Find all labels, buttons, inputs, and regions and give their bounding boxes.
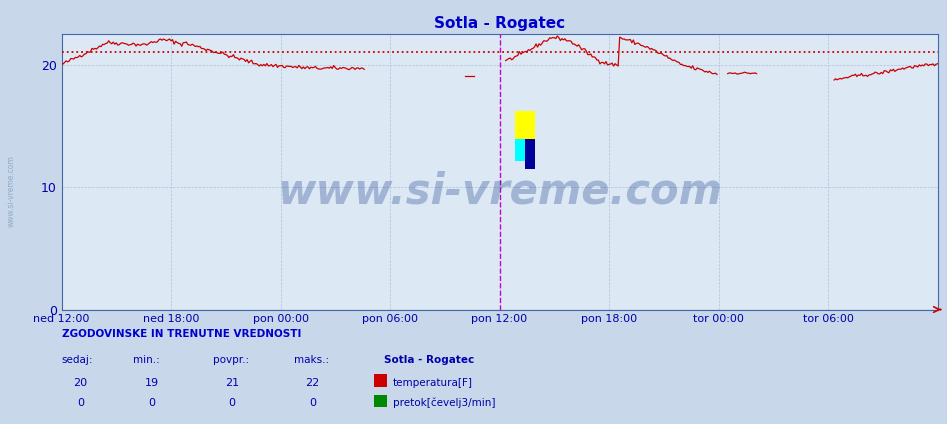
Text: 22: 22 [305,378,320,388]
Text: 0: 0 [77,398,84,408]
Text: 0: 0 [148,398,155,408]
Text: Sotla - Rogatec: Sotla - Rogatec [384,354,474,365]
Text: temperatura[F]: temperatura[F] [393,378,473,388]
Text: 0: 0 [228,398,236,408]
FancyBboxPatch shape [515,139,525,161]
Text: povpr.:: povpr.: [213,354,249,365]
Text: 19: 19 [145,378,158,388]
Text: 21: 21 [225,378,239,388]
Title: Sotla - Rogatec: Sotla - Rogatec [434,17,565,31]
Text: min.:: min.: [133,354,159,365]
Text: maks.:: maks.: [294,354,329,365]
Text: ZGODOVINSKE IN TRENUTNE VREDNOSTI: ZGODOVINSKE IN TRENUTNE VREDNOSTI [62,329,301,339]
Text: www.si-vreme.com: www.si-vreme.com [277,170,722,212]
Text: www.si-vreme.com: www.si-vreme.com [7,155,16,227]
Text: 20: 20 [74,378,87,388]
Text: 0: 0 [309,398,316,408]
FancyBboxPatch shape [525,139,535,169]
FancyBboxPatch shape [515,111,535,141]
Text: pretok[čevelj3/min]: pretok[čevelj3/min] [393,398,495,408]
Text: sedaj:: sedaj: [62,354,93,365]
